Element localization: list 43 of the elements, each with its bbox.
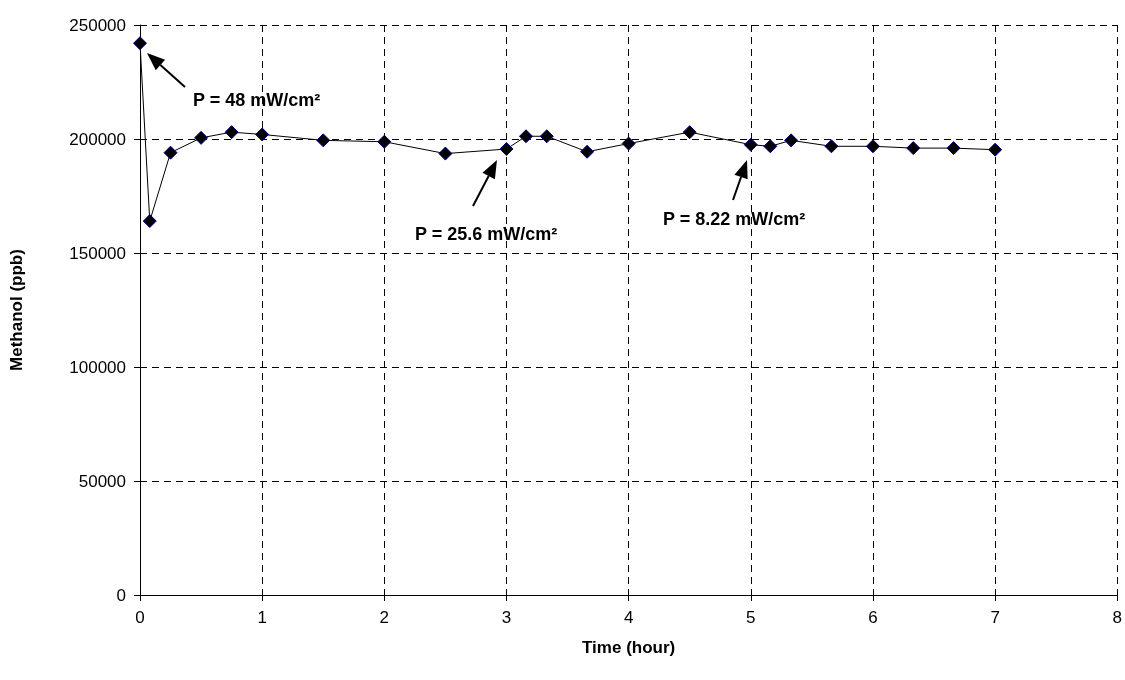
point bbox=[784, 133, 799, 148]
point bbox=[763, 139, 778, 154]
x-tick-label: 1 bbox=[257, 608, 267, 627]
annotation: P = 25.6 mW/cm² bbox=[415, 224, 558, 245]
x-tick-label: 3 bbox=[501, 608, 512, 627]
point bbox=[539, 129, 554, 144]
x-tick-label: 2 bbox=[379, 608, 390, 627]
y-tick-label: 250000 bbox=[69, 15, 126, 35]
point bbox=[743, 137, 758, 152]
annotation: P = 8.22 mW/cm² bbox=[663, 209, 806, 230]
point bbox=[988, 142, 1003, 157]
point bbox=[224, 125, 239, 140]
x-tick-label: 6 bbox=[868, 608, 878, 627]
y-tick-label: 150000 bbox=[69, 243, 126, 263]
point bbox=[865, 139, 880, 154]
point bbox=[316, 133, 331, 148]
y-axis-title: Methanol (ppb) bbox=[7, 249, 26, 371]
y-tick-label: 200000 bbox=[69, 129, 126, 149]
point bbox=[519, 129, 534, 144]
annotation: P = 48 mW/cm² bbox=[193, 90, 321, 111]
point bbox=[906, 141, 921, 156]
point bbox=[194, 130, 209, 145]
y-tick-label: 50000 bbox=[78, 471, 126, 491]
point bbox=[142, 214, 157, 229]
x-tick-label: 7 bbox=[990, 608, 1000, 627]
point bbox=[438, 146, 453, 161]
point bbox=[255, 127, 270, 142]
point bbox=[682, 125, 697, 140]
y-tick-label: 0 bbox=[116, 585, 126, 605]
point bbox=[946, 141, 961, 156]
point bbox=[163, 145, 178, 160]
x-tick-label: 5 bbox=[746, 608, 756, 627]
point bbox=[499, 142, 514, 157]
x-tick-label: 4 bbox=[623, 608, 634, 627]
point bbox=[580, 144, 595, 159]
point bbox=[377, 134, 392, 149]
point bbox=[621, 136, 636, 151]
point bbox=[133, 36, 147, 51]
point bbox=[824, 139, 839, 154]
x-tick-label: 8 bbox=[1112, 608, 1123, 627]
x-tick-label: 0 bbox=[135, 608, 145, 627]
y-tick-label: 100000 bbox=[69, 357, 126, 377]
x-axis-title: Time (hour) bbox=[582, 638, 676, 657]
